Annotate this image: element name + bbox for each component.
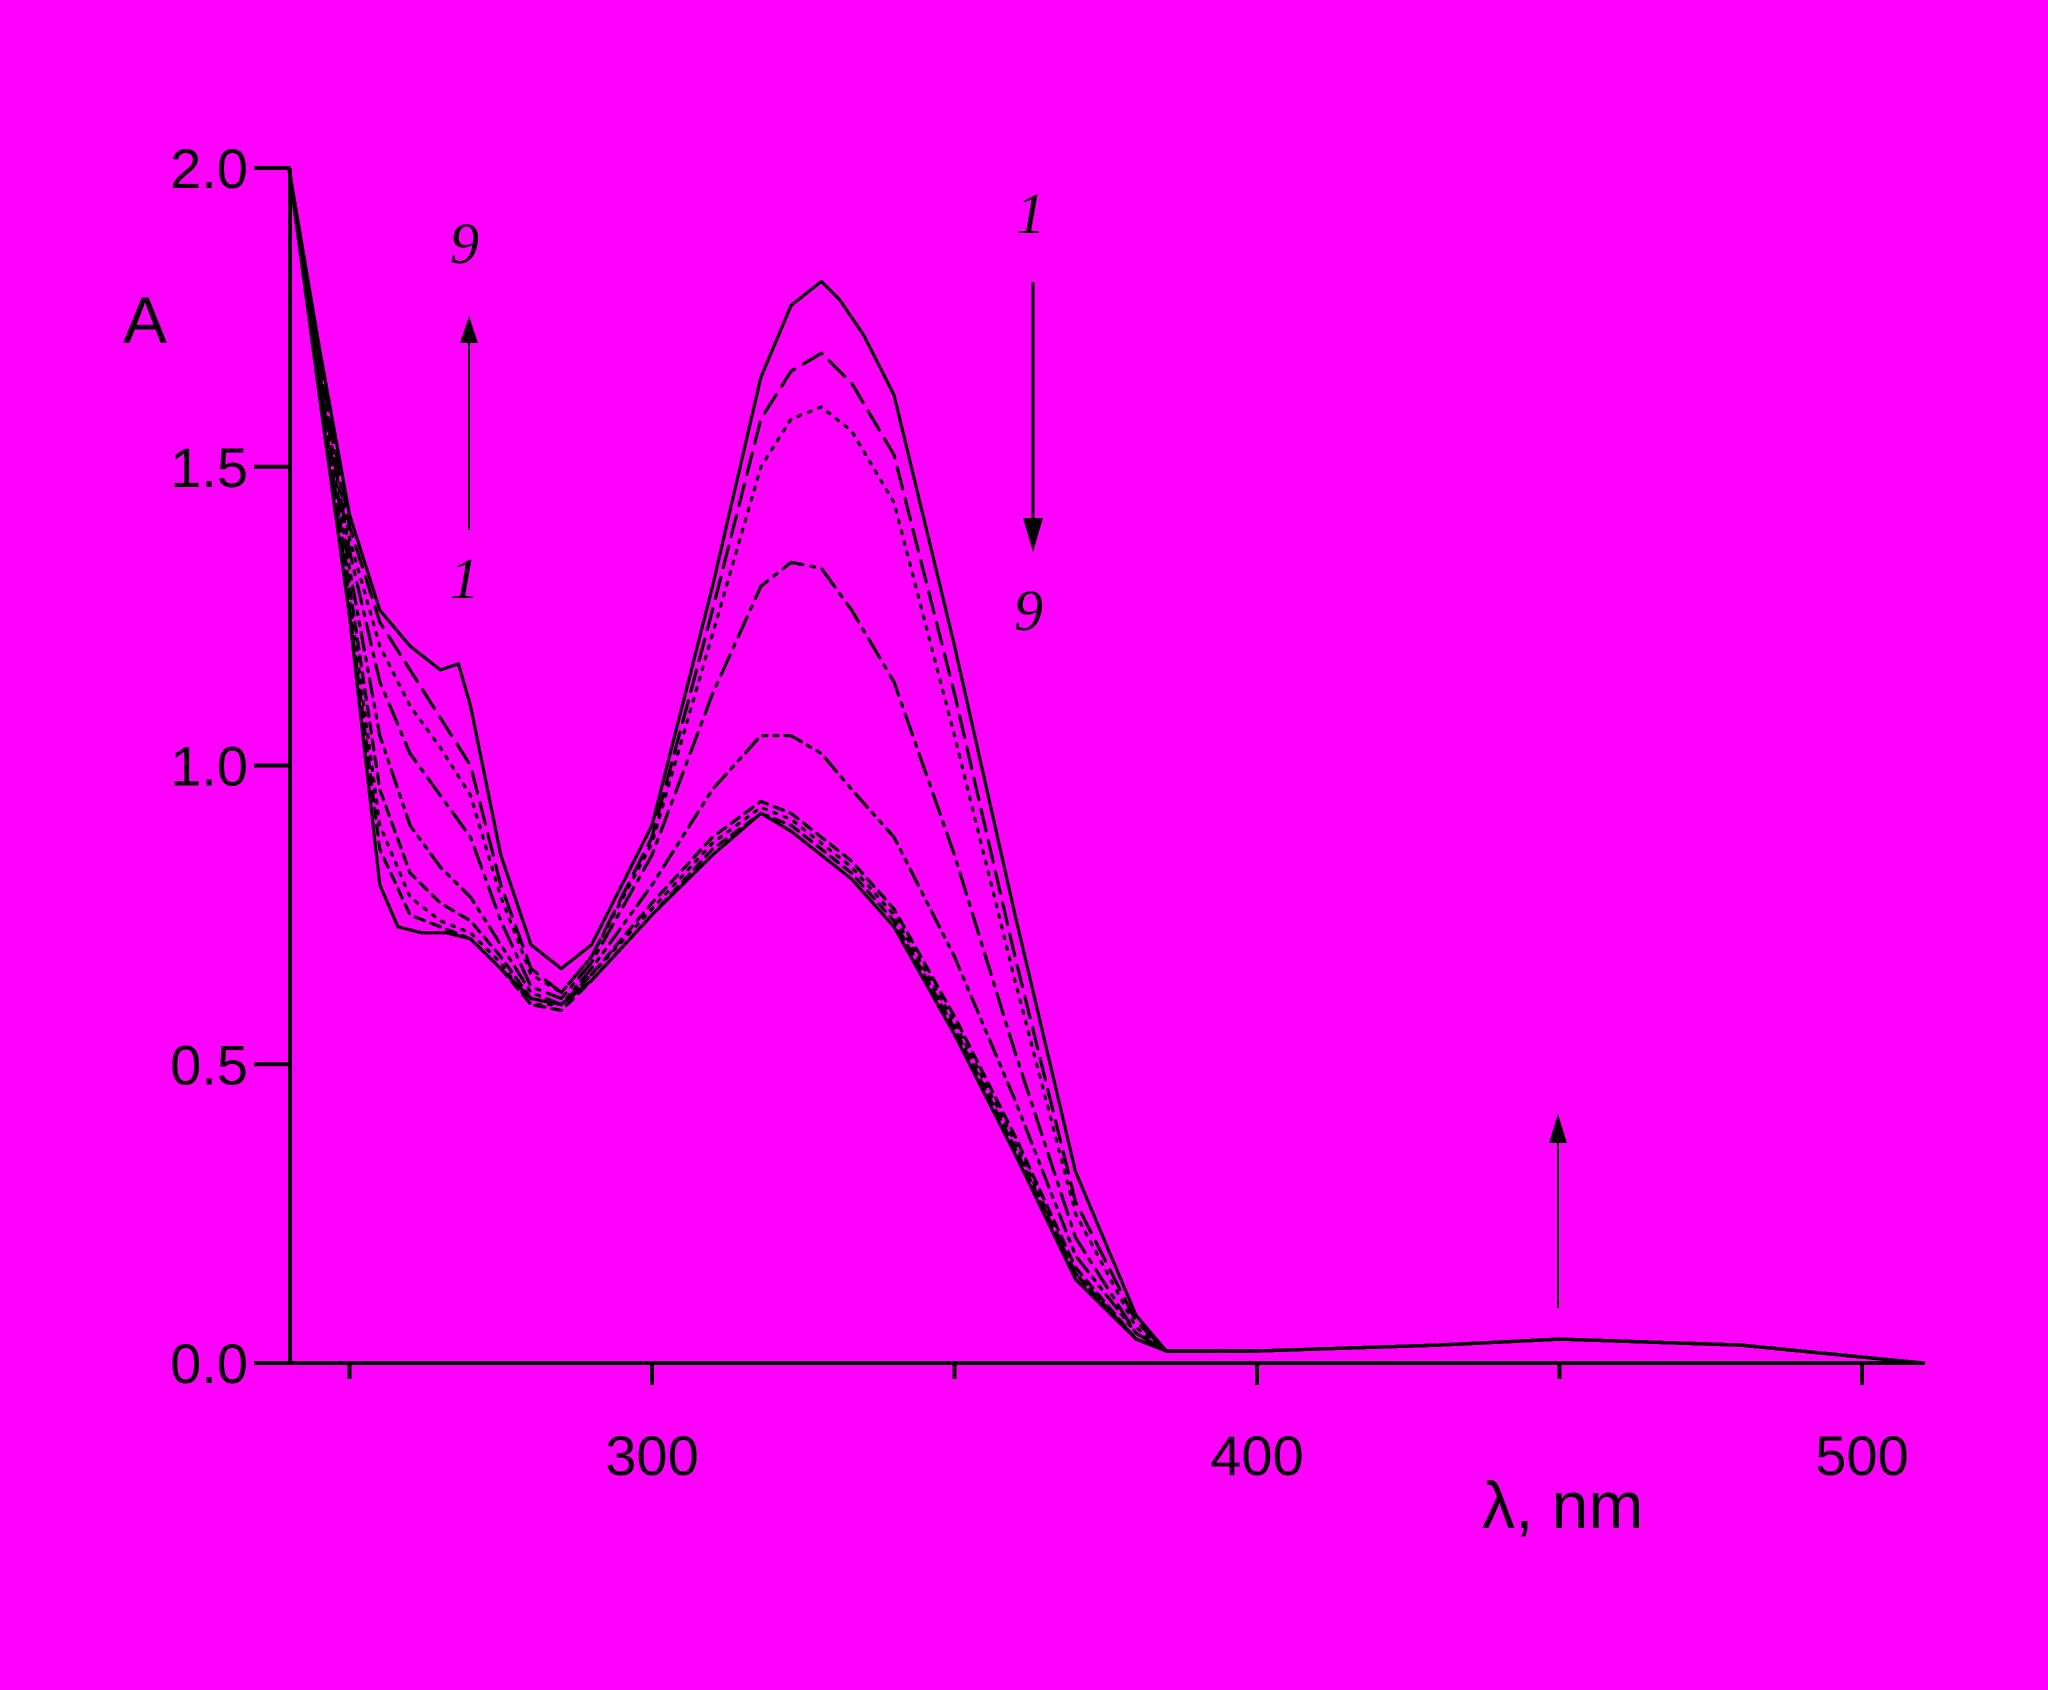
short-arrow-head-icon [460, 316, 478, 343]
visible-band-arrow-annotation [1549, 1114, 1567, 1308]
spectrum-curve-3 [287, 166, 1925, 1365]
y-axis-title: A [123, 283, 167, 357]
spectrum-curve-1 [287, 166, 1925, 1365]
long-arrow-annotation: 1 9 [1014, 181, 1045, 643]
spectrum-curve-4 [287, 166, 1925, 1365]
x-axis-title: λ, nm [1482, 1468, 1643, 1542]
short-arrow-bottom-label: 1 [450, 546, 479, 611]
y-tick-label: 1.0 [170, 735, 248, 798]
visible-band-arrow-head-icon [1549, 1114, 1567, 1143]
y-tick-label: 0.5 [170, 1033, 248, 1096]
y-tick-label: 0.0 [170, 1332, 248, 1395]
spectrum-curve-7 [287, 166, 1925, 1365]
spectrum-curve-9 [287, 166, 1925, 1365]
x-tick-label: 400 [1210, 1424, 1303, 1487]
long-arrow-bottom-label: 9 [1014, 578, 1043, 643]
long-arrow-top-label: 1 [1016, 181, 1045, 246]
y-tick-label: 1.5 [170, 436, 248, 499]
x-tick-label: 300 [605, 1424, 698, 1487]
long-arrow-head-icon [1023, 518, 1043, 552]
x-tick-label: 500 [1815, 1424, 1908, 1487]
spectrum-curve-5 [287, 166, 1925, 1365]
spectrum-curve-2 [287, 166, 1925, 1365]
spectrum-curve-6 [287, 166, 1925, 1365]
short-arrow-top-label: 9 [450, 211, 479, 276]
y-ticks: 0.0 0.5 1.0 1.5 2.0 [170, 137, 290, 1395]
spectrum-curves [287, 166, 1925, 1365]
y-tick-label: 2.0 [170, 137, 248, 200]
x-ticks: 300 400 500 [347, 1363, 1909, 1487]
spectrum-curve-8 [287, 166, 1925, 1365]
short-arrow-annotation: 9 1 [450, 211, 479, 611]
